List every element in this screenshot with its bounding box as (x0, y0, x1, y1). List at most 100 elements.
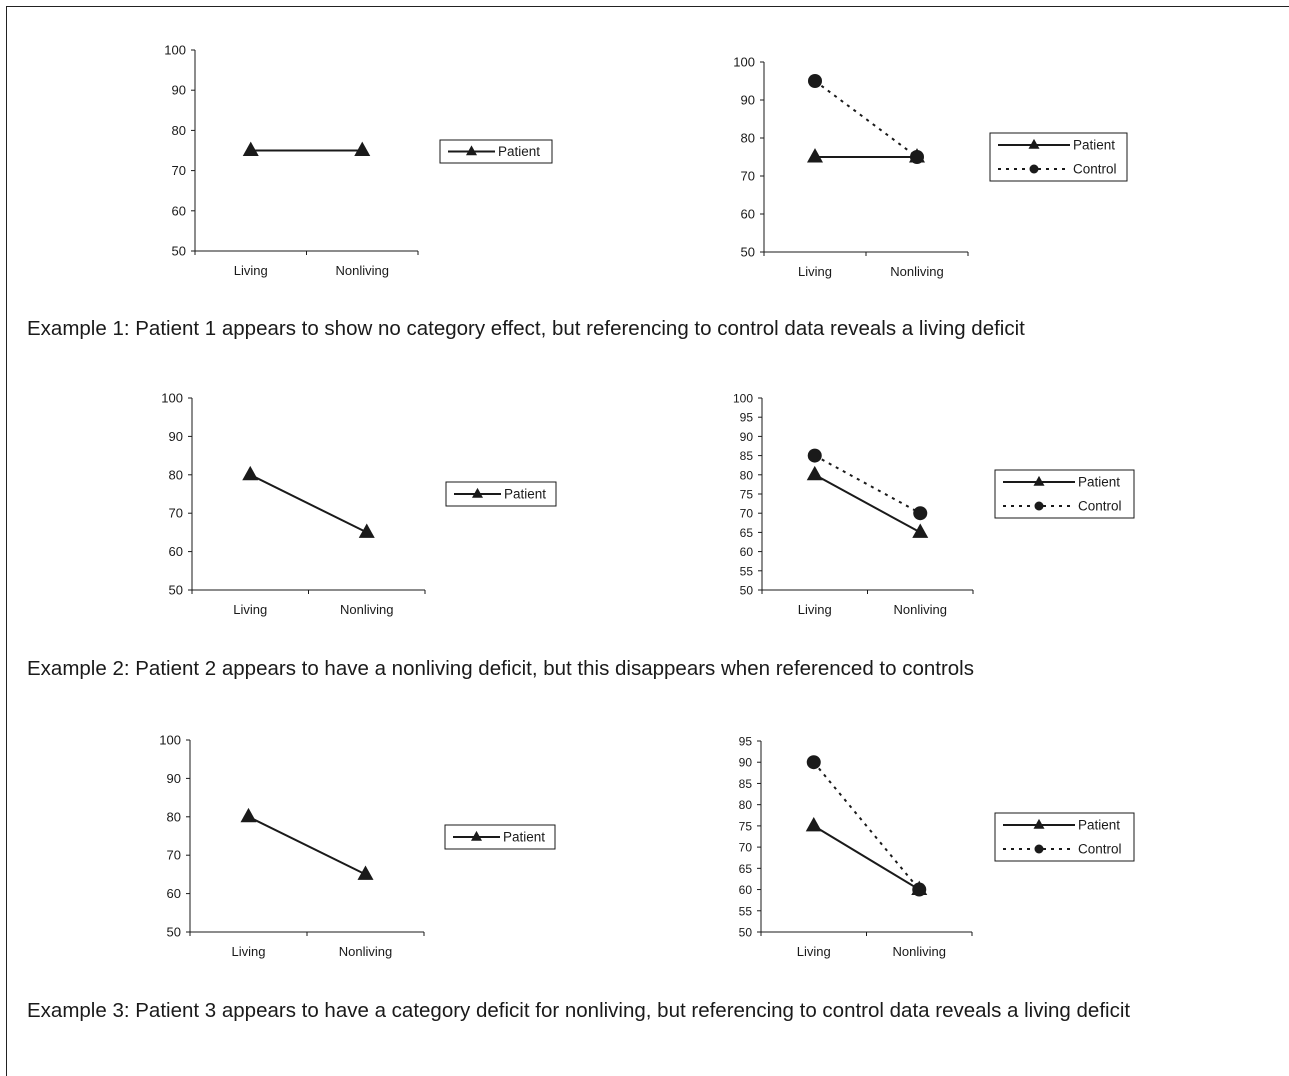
y-tick-label: 100 (161, 391, 183, 406)
y-tick-label: 70 (741, 169, 755, 184)
data-point-patient-living (240, 807, 257, 823)
x-tick-label: Living (233, 602, 267, 617)
data-point-patient-living (242, 465, 259, 481)
y-tick-label: 80 (172, 123, 186, 138)
x-tick-label: Living (797, 944, 831, 959)
series-patient (807, 148, 925, 163)
legend-marker-control (1034, 501, 1044, 511)
y-tick-label: 80 (741, 131, 755, 146)
y-tick-label: 90 (169, 429, 183, 444)
legend: Patient (439, 139, 553, 164)
legend: Patient Control (994, 469, 1135, 519)
y-tick-label: 50 (739, 926, 753, 940)
data-point-control-living (806, 755, 821, 770)
y-tick-label: 70 (739, 841, 753, 855)
y-tick-label: 50 (741, 245, 755, 260)
series-patient (805, 816, 928, 896)
data-point-patient-living (806, 465, 823, 481)
y-tick-label: 90 (172, 83, 186, 98)
legend-label-patient: Patient (503, 830, 545, 845)
legend-marker-control (1029, 164, 1039, 174)
y-tick-label: 50 (740, 584, 754, 598)
legend-box (989, 132, 1128, 182)
legend-label-patient: Patient (1078, 475, 1120, 490)
y-tick-label: 60 (167, 886, 181, 901)
legend-marker-patient (1033, 818, 1045, 829)
series-patient (240, 807, 374, 880)
series-patient (242, 465, 375, 538)
y-tick-label: 60 (741, 207, 755, 222)
x-tick-label: Living (234, 263, 268, 278)
y-tick-label: 70 (169, 506, 183, 521)
x-tick-label: Nonliving (336, 263, 389, 278)
y-tick-label: 65 (740, 526, 754, 540)
y-tick-label: 85 (739, 777, 753, 791)
y-tick-label: 80 (739, 798, 753, 812)
legend-marker-control (1034, 844, 1044, 854)
y-tick-label: 75 (740, 488, 754, 502)
series-line-patient (813, 825, 920, 891)
legend-box (439, 139, 553, 164)
data-point-patient-nonliving (909, 148, 925, 163)
y-tick-label: 70 (167, 848, 181, 863)
y-tick-label: 60 (739, 883, 753, 897)
y-tick-label: 60 (169, 544, 183, 559)
y-tick-label: 90 (167, 771, 181, 786)
y-tick-label: 60 (740, 545, 754, 559)
y-tick-label: 90 (739, 756, 753, 770)
legend-label-control: Control (1078, 842, 1122, 857)
y-tick-label: 80 (169, 467, 183, 482)
y-tick-label: 55 (739, 904, 753, 918)
y-tick-label: 50 (172, 244, 186, 259)
y-tick-label: 80 (167, 809, 181, 824)
caption-example-3: Example 3: Patient 3 appears to have a c… (27, 999, 1131, 1022)
legend: Patient Control (994, 812, 1135, 862)
legend-label-patient: Patient (504, 487, 546, 502)
data-point-patient-nonliving (911, 880, 928, 896)
legend-label-patient: Patient (1078, 818, 1120, 833)
x-tick-label: Nonliving (893, 944, 946, 959)
data-point-control-living (808, 74, 822, 88)
y-tick-label: 95 (740, 411, 754, 425)
legend-marker-patient (1028, 138, 1040, 149)
series-line-control (814, 80, 918, 158)
legend: Patient (444, 824, 556, 850)
y-tick-label: 50 (169, 583, 183, 598)
legend-marker-patient (471, 830, 482, 841)
legend-label-control: Control (1073, 162, 1117, 177)
y-tick-label: 70 (740, 507, 754, 521)
x-tick-label: Nonliving (890, 264, 943, 279)
legend: Patient Control (989, 132, 1128, 182)
data-point-control-living (807, 448, 822, 463)
data-point-control-nonliving (913, 506, 928, 521)
y-tick-label: 50 (167, 925, 181, 940)
caption-example-1: Example 1: Patient 1 appears to show no … (27, 317, 1025, 340)
legend: Patient (445, 481, 557, 507)
legend-box (994, 469, 1135, 519)
y-tick-label: 100 (159, 733, 181, 748)
legend-marker-patient (1033, 475, 1045, 486)
y-tick-label: 70 (172, 163, 186, 178)
series-patient (806, 465, 929, 538)
y-tick-label: 100 (733, 392, 753, 406)
x-tick-label: Living (798, 264, 832, 279)
series-control (806, 755, 927, 897)
y-tick-label: 75 (739, 819, 753, 833)
data-point-patient-living (242, 141, 259, 156)
y-tick-label: 90 (740, 430, 754, 444)
y-tick-label: 60 (172, 203, 186, 218)
series-line-patient (249, 473, 368, 534)
x-tick-label: Living (798, 602, 832, 617)
legend-label-patient: Patient (1073, 138, 1115, 153)
x-tick-label: Nonliving (340, 602, 393, 617)
legend-label-patient: Patient (498, 144, 540, 159)
data-point-patient-nonliving (358, 523, 375, 538)
series-control (807, 448, 928, 521)
data-point-patient-nonliving (912, 523, 929, 538)
x-tick-label: Living (232, 944, 266, 959)
